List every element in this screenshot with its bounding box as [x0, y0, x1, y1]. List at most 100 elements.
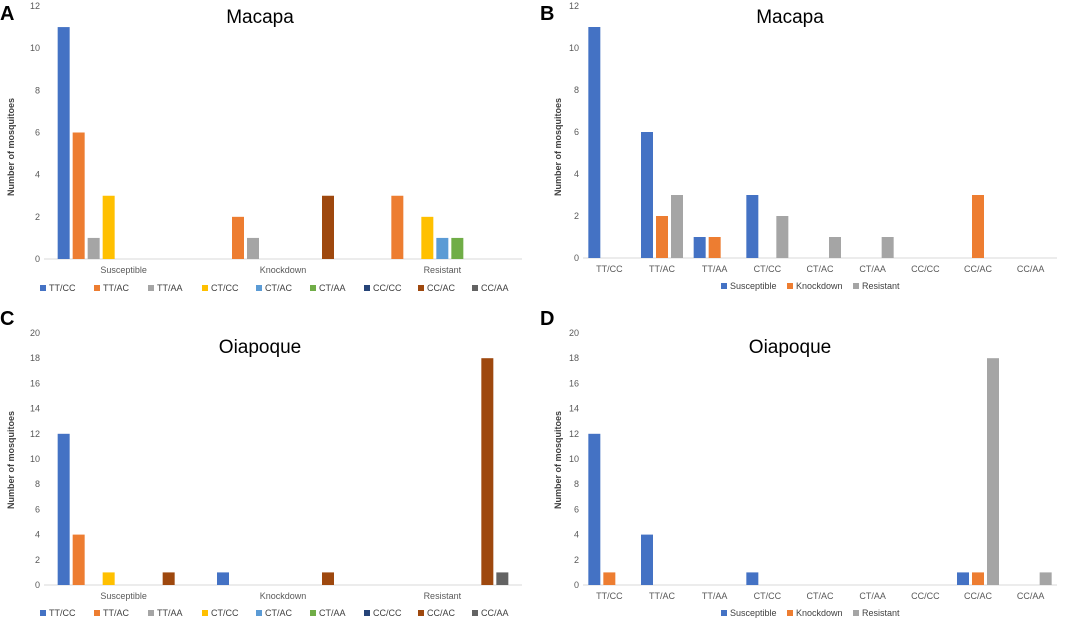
- bar-resistant: [776, 216, 789, 258]
- x-tick-label: TT/AA: [702, 591, 728, 601]
- legend-swatch: [202, 285, 208, 291]
- x-tick-label: CT/AC: [807, 591, 835, 601]
- legend-swatch: [418, 610, 424, 616]
- y-tick-label: 0: [35, 254, 40, 264]
- y-tick-label: 10: [30, 454, 40, 464]
- legend-label: CC/CC: [373, 283, 402, 293]
- y-tick-label: 8: [574, 479, 579, 489]
- legend-swatch: [364, 285, 370, 291]
- y-tick-label: 2: [35, 212, 40, 222]
- legend-label: TT/CC: [49, 283, 76, 293]
- chart-panel-b: B Macapa Number of mosquitoes 0 2 4 6 8 10 12 TT/C…: [540, 1, 1057, 291]
- chart-panel-d: D Oiapoque Number of mosquitoes 0 2 4 6 8 10 12 14…: [540, 308, 1057, 618]
- y-tick-label: 18: [30, 353, 40, 363]
- y-tick-label: 8: [35, 479, 40, 489]
- x-tick-label: CC/AA: [1017, 264, 1045, 274]
- legend-swatch: [94, 610, 100, 616]
- legend-swatch: [472, 285, 478, 291]
- bar-tt-cc: [57, 27, 70, 260]
- y-tick-label: 2: [574, 555, 579, 565]
- legend-swatch: [310, 610, 316, 616]
- bar-knockdown: [656, 216, 668, 258]
- legend-label: CC/AA: [481, 608, 509, 618]
- y-axis-label: Number of mosquitoes: [6, 98, 16, 196]
- legend-swatch: [787, 283, 793, 289]
- legend-swatch: [202, 610, 208, 616]
- y-tick-label: 4: [35, 170, 40, 180]
- bar-knockdown: [972, 195, 984, 258]
- legend-swatch: [40, 610, 46, 616]
- x-tick-label: Resistant: [424, 591, 462, 601]
- y-tick-label: 4: [574, 530, 579, 540]
- y-tick-label: 14: [569, 404, 579, 414]
- y-tick-label: 2: [35, 555, 40, 565]
- x-tick-label: CT/AA: [859, 591, 886, 601]
- legend-label: TT/AA: [157, 283, 183, 293]
- legend-label: Knockdown: [796, 281, 843, 291]
- bar-knockdown: [972, 572, 984, 585]
- bar-susceptible: [746, 572, 759, 585]
- legend-swatch: [721, 283, 727, 289]
- y-axis-label: Number of mosquitoes: [553, 411, 563, 509]
- y-axis-label: Number of mosquitoes: [553, 98, 563, 196]
- x-tick-label: CC/AC: [964, 591, 993, 601]
- bar-knockdown: [708, 237, 721, 258]
- legend-swatch: [364, 610, 370, 616]
- legend-swatch: [721, 610, 727, 616]
- y-tick-label: 10: [30, 43, 40, 53]
- y-tick-label: 0: [574, 253, 579, 263]
- legend-label: TT/AC: [103, 608, 129, 618]
- y-tick-label: 6: [574, 504, 579, 514]
- legend-swatch: [787, 610, 793, 616]
- bar-cc-ac: [162, 572, 175, 585]
- x-tick-label: CC/CC: [911, 264, 940, 274]
- x-tick-label: TT/CC: [596, 591, 623, 601]
- x-tick-label: CC/AC: [964, 264, 993, 274]
- bar-susceptible: [957, 572, 969, 585]
- legend-label: CT/CC: [211, 283, 239, 293]
- legend-label: CT/CC: [211, 608, 239, 618]
- legend-swatch: [472, 610, 478, 616]
- chart-title: Oiapoque: [219, 337, 301, 358]
- legend-label: Susceptible: [730, 281, 777, 291]
- y-tick-label: 12: [569, 1, 579, 11]
- x-tick-label: TT/AC: [649, 264, 675, 274]
- bar-susceptible: [641, 132, 653, 258]
- y-tick-label: 16: [30, 378, 40, 388]
- legend-label: CC/CC: [373, 608, 402, 618]
- y-tick-label: 6: [35, 128, 40, 138]
- bar-ct-cc: [421, 216, 434, 259]
- legend-swatch: [94, 285, 100, 291]
- chart-panel-a: A Macapa Number of mosquitoes 0 2 4 6 8 10 12 Susc…: [0, 1, 522, 293]
- legend-label: Susceptible: [730, 608, 777, 618]
- x-tick-label: Susceptible: [100, 265, 147, 275]
- y-tick-label: 0: [35, 580, 40, 590]
- y-tick-label: 12: [30, 429, 40, 439]
- y-tick-label: 2: [574, 211, 579, 221]
- bar-ct-aa: [451, 237, 464, 259]
- y-tick-label: 20: [30, 328, 40, 338]
- bar-tt-ac: [72, 534, 85, 585]
- bar-tt-cc: [217, 572, 229, 585]
- legend-label: TT/AC: [103, 283, 129, 293]
- bar-resistant: [1039, 572, 1052, 585]
- legend-swatch: [256, 610, 262, 616]
- y-tick-label: 6: [35, 504, 40, 514]
- x-tick-label: CC/CC: [911, 591, 940, 601]
- bar-susceptible: [588, 27, 601, 258]
- legend-label: Resistant: [862, 608, 900, 618]
- bar-tt-ac: [391, 195, 404, 259]
- y-tick-label: 16: [569, 378, 579, 388]
- x-tick-label: CT/CC: [754, 264, 782, 274]
- bar-resistant: [881, 237, 894, 258]
- x-tick-label: CT/AA: [859, 264, 886, 274]
- bar-tt-ac: [72, 132, 85, 259]
- bar-tt-aa: [87, 237, 100, 259]
- legend-label: CC/AA: [481, 283, 509, 293]
- y-tick-label: 12: [30, 1, 40, 11]
- x-tick-label: Resistant: [424, 265, 462, 275]
- bar-cc-ac: [322, 572, 334, 585]
- bar-tt-ac: [232, 216, 244, 259]
- chart-title: Oiapoque: [749, 337, 831, 358]
- legend-label: CT/AC: [265, 283, 293, 293]
